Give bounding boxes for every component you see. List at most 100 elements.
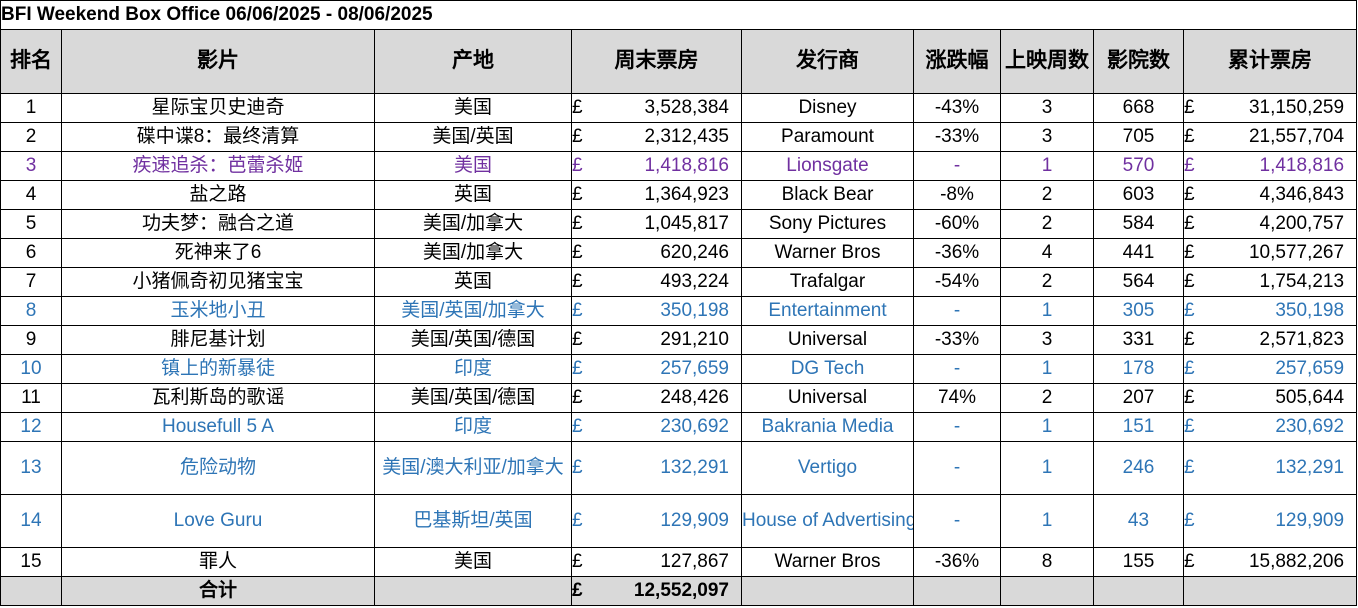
origin-cell[interactable]: 印度 [374,412,572,442]
header-total-gross[interactable]: 累计票房 [1182,29,1358,94]
weeks-cell[interactable]: 3 [1000,325,1094,355]
distributor-cell[interactable]: House of Advertising [741,494,914,548]
origin-cell[interactable]: 美国/加拿大 [374,238,572,268]
cinemas-cell[interactable]: 43 [1093,494,1184,548]
cinemas-cell[interactable]: 584 [1093,209,1184,239]
rank-cell[interactable]: 12 [0,412,62,442]
distributor-cell[interactable]: Bakrania Media [741,412,914,442]
film-cell[interactable]: 盐之路 [61,180,375,210]
total-label[interactable]: 合计 [61,576,375,606]
total-blank-cinemas[interactable] [1093,576,1184,606]
change-cell[interactable]: -33% [913,325,1001,355]
weeks-cell[interactable]: 8 [1000,547,1094,577]
rank-cell[interactable]: 6 [0,238,62,268]
film-cell[interactable]: 玉米地小丑 [61,296,375,326]
weeks-cell[interactable]: 2 [1000,267,1094,297]
header-weeks[interactable]: 上映周数 [1000,29,1094,94]
total-blank-rank[interactable] [0,576,62,606]
cinemas-cell[interactable]: 305 [1093,296,1184,326]
header-origin[interactable]: 产地 [374,29,572,94]
weeks-cell[interactable]: 1 [1000,494,1094,548]
header-weekend-gross[interactable]: 周末票房 [571,29,742,94]
cinemas-cell[interactable]: 441 [1093,238,1184,268]
rank-cell[interactable]: 4 [0,180,62,210]
total-gross-cell[interactable]: £257,659 [1182,354,1358,384]
origin-cell[interactable]: 美国/加拿大 [374,209,572,239]
rank-cell[interactable]: 11 [0,383,62,413]
weeks-cell[interactable]: 1 [1000,441,1094,495]
origin-cell[interactable]: 美国 [374,151,572,181]
film-cell[interactable]: 功夫梦：融合之道 [61,209,375,239]
header-change[interactable]: 涨跌幅 [913,29,1001,94]
total-blank-origin[interactable] [374,576,572,606]
weekend-gross-cell[interactable]: £129,909 [571,494,742,548]
change-cell[interactable]: -36% [913,238,1001,268]
change-cell[interactable]: 74% [913,383,1001,413]
total-blank-weeks[interactable] [1000,576,1094,606]
distributor-cell[interactable]: Disney [741,93,914,123]
distributor-cell[interactable]: Entertainment [741,296,914,326]
total-gross-cell[interactable]: £10,577,267 [1182,238,1358,268]
rank-cell[interactable]: 3 [0,151,62,181]
origin-cell[interactable]: 美国/澳大利亚/加拿大 [374,441,572,495]
weeks-cell[interactable]: 4 [1000,238,1094,268]
cinemas-cell[interactable]: 570 [1093,151,1184,181]
weekend-gross-cell[interactable]: £350,198 [571,296,742,326]
cinemas-cell[interactable]: 705 [1093,122,1184,152]
origin-cell[interactable]: 美国/英国/德国 [374,325,572,355]
rank-cell[interactable]: 5 [0,209,62,239]
weekend-gross-cell[interactable]: £230,692 [571,412,742,442]
total-gross-cell[interactable]: £15,882,206 [1182,547,1358,577]
cinemas-cell[interactable]: 178 [1093,354,1184,384]
weeks-cell[interactable]: 2 [1000,209,1094,239]
distributor-cell[interactable]: Trafalgar [741,267,914,297]
total-gross-cell[interactable]: £505,644 [1182,383,1358,413]
rank-cell[interactable]: 2 [0,122,62,152]
cinemas-cell[interactable]: 603 [1093,180,1184,210]
origin-cell[interactable]: 美国/英国/加拿大 [374,296,572,326]
rank-cell[interactable]: 1 [0,93,62,123]
change-cell[interactable]: -54% [913,267,1001,297]
change-cell[interactable]: - [913,494,1001,548]
distributor-cell[interactable]: Black Bear [741,180,914,210]
total-gross-cell[interactable]: £1,418,816 [1182,151,1358,181]
change-cell[interactable]: - [913,412,1001,442]
weekend-gross-cell[interactable]: £257,659 [571,354,742,384]
header-distributor[interactable]: 发行商 [741,29,914,94]
weekend-gross-cell[interactable]: £2,312,435 [571,122,742,152]
weeks-cell[interactable]: 2 [1000,383,1094,413]
weeks-cell[interactable]: 1 [1000,412,1094,442]
distributor-cell[interactable]: Warner Bros [741,238,914,268]
origin-cell[interactable]: 英国 [374,267,572,297]
total-gross-cell[interactable]: £1,754,213 [1182,267,1358,297]
weeks-cell[interactable]: 1 [1000,354,1094,384]
origin-cell[interactable]: 美国 [374,93,572,123]
film-cell[interactable]: 小猪佩奇初见猪宝宝 [61,267,375,297]
weekend-gross-cell[interactable]: £1,045,817 [571,209,742,239]
total-gross-cell[interactable]: £4,200,757 [1182,209,1358,239]
change-cell[interactable]: - [913,441,1001,495]
film-cell[interactable]: 瓦利斯岛的歌谣 [61,383,375,413]
film-cell[interactable]: 危险动物 [61,441,375,495]
film-cell[interactable]: 腓尼基计划 [61,325,375,355]
total-gross-cell[interactable]: £4,346,843 [1182,180,1358,210]
rank-cell[interactable]: 9 [0,325,62,355]
total-gross-cell[interactable]: £132,291 [1182,441,1358,495]
weekend-gross-cell[interactable]: £127,867 [571,547,742,577]
distributor-cell[interactable]: Vertigo [741,441,914,495]
film-cell[interactable]: 死神来了6 [61,238,375,268]
distributor-cell[interactable]: Sony Pictures [741,209,914,239]
total-blank-total[interactable] [1182,576,1358,606]
weekend-gross-cell[interactable]: £1,418,816 [571,151,742,181]
cinemas-cell[interactable]: 331 [1093,325,1184,355]
weeks-cell[interactable]: 1 [1000,151,1094,181]
weekend-gross-cell[interactable]: £248,426 [571,383,742,413]
distributor-cell[interactable]: Lionsgate [741,151,914,181]
total-gross-cell[interactable]: £129,909 [1182,494,1358,548]
total-gross-cell[interactable]: £350,198 [1182,296,1358,326]
cinemas-cell[interactable]: 155 [1093,547,1184,577]
total-gross-cell[interactable]: £230,692 [1182,412,1358,442]
origin-cell[interactable]: 英国 [374,180,572,210]
header-rank[interactable]: 排名 [0,29,62,94]
header-film[interactable]: 影片 [61,29,375,94]
